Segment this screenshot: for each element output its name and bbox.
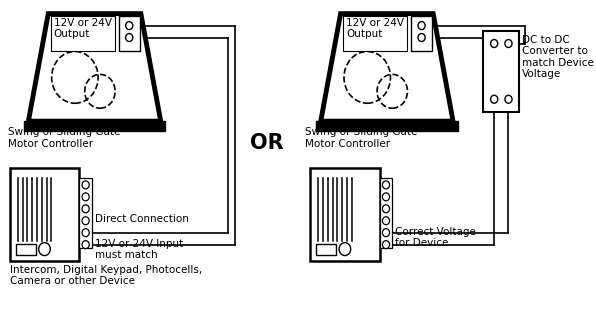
Text: Swing or Sliding Gate
Motor Controller: Swing or Sliding Gate Motor Controller [305,127,417,149]
Circle shape [82,193,89,201]
Polygon shape [316,121,458,131]
Text: Direct Connection: Direct Connection [95,214,188,224]
Circle shape [418,34,425,42]
Circle shape [126,34,133,42]
Circle shape [383,193,390,201]
Circle shape [491,95,498,103]
Text: 12V or 24V
Output: 12V or 24V Output [54,17,111,39]
Text: 12V or 24V
Output: 12V or 24V Output [346,17,404,39]
Text: OR: OR [250,133,284,153]
Bar [343,16,407,52]
Bar [51,16,115,52]
Bar [310,168,380,260]
Circle shape [383,181,390,189]
Bar [16,244,36,255]
Circle shape [39,243,50,256]
Bar [119,16,140,52]
Circle shape [82,181,89,189]
Bar [411,16,432,52]
Text: Correct Voltage
for Device: Correct Voltage for Device [395,227,476,248]
Text: 12V or 24V Input
must match: 12V or 24V Input must match [95,238,183,260]
Bar [380,178,392,248]
Text: DC to DC
Converter to
match Device
Voltage: DC to DC Converter to match Device Volta… [522,35,594,80]
Circle shape [383,241,390,249]
Polygon shape [29,14,161,121]
Circle shape [418,22,425,30]
Text: Swing or Sliding Gate
Motor Controller: Swing or Sliding Gate Motor Controller [8,127,120,149]
Bar [79,178,92,248]
Circle shape [505,39,512,47]
Text: Intercom, Digital Keypad, Photocells,
Camera or other Device: Intercom, Digital Keypad, Photocells, Ca… [10,265,202,286]
Circle shape [126,22,133,30]
Bar [316,244,336,255]
Circle shape [82,229,89,237]
Circle shape [82,205,89,213]
Circle shape [82,217,89,225]
Bar [483,31,519,112]
Circle shape [383,217,390,225]
Circle shape [383,229,390,237]
Bar [10,168,79,260]
Circle shape [339,243,350,256]
Circle shape [383,205,390,213]
Circle shape [82,241,89,249]
Circle shape [491,39,498,47]
Polygon shape [24,121,165,131]
Polygon shape [321,14,453,121]
Circle shape [505,95,512,103]
